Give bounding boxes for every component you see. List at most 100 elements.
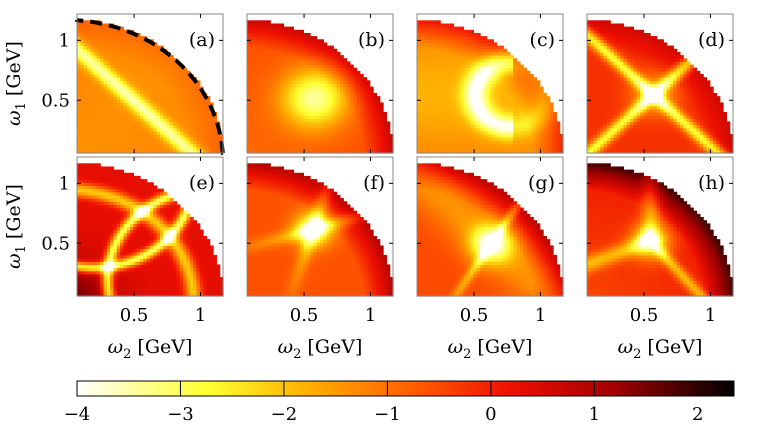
heatmap-cell [86,92,91,97]
heatmap-cell [83,23,88,28]
heatmap-cell [417,127,421,132]
heatmap-cell [303,83,308,88]
heatmap-cell [153,137,158,141]
heatmap-cell [373,146,378,151]
heatmap-cell [516,108,521,113]
heatmap-cell [513,70,518,75]
heatmap-cell [490,48,494,53]
heatmap-cell [320,143,324,148]
heatmap-cell [483,127,488,132]
heatmap-cell [146,64,151,69]
heatmap-cell [253,115,258,119]
heatmap-cell [100,140,105,145]
heatmap-cell [329,83,334,88]
heatmap-cell [110,115,115,119]
heatmap-cell [306,140,311,145]
heatmap-cell [153,83,158,88]
heatmap-cell [93,70,98,75]
heatmap-cell [473,89,478,94]
heatmap-cell [440,55,445,59]
heatmap-cell [276,96,281,100]
heatmap-cell [356,102,361,107]
heatmap-cell [349,70,354,75]
heatmap-cell [490,67,494,72]
heatmap-cell [260,102,265,107]
heatmap-cell [356,149,361,154]
heatmap-cell [106,89,111,94]
heatmap-cell [496,61,501,66]
heatmap-cell [133,67,138,72]
heatmap-cell [379,118,384,123]
heatmap-cell [123,83,128,88]
heatmap-cell [123,55,128,59]
heatmap-cell [506,83,511,88]
heatmap-cell [463,140,468,145]
heatmap-cell [143,48,148,53]
heatmap-cell [443,74,448,78]
heatmap-cell [247,29,251,34]
heatmap-cell [303,39,308,44]
heatmap-cell [433,140,438,145]
heatmap-cell [103,32,108,37]
heatmap-cell [436,121,441,126]
heatmap-cell [303,77,308,81]
heatmap-cell [346,118,351,123]
heatmap-cell [343,83,348,88]
heatmap-cell [450,61,455,66]
heatmap-cell [106,74,111,78]
heatmap-cell [443,105,448,110]
heatmap-cell [80,111,85,116]
heatmap-cell [339,74,344,78]
heatmap-cell [86,121,91,126]
heatmap-cell [159,58,164,62]
heatmap-cell [373,115,378,119]
heatmap-cell [179,137,184,141]
heatmap-cell [300,89,305,94]
heatmap-cell [440,149,445,154]
heatmap-cell [250,130,255,135]
heatmap-cell [100,58,105,62]
heatmap-cell [86,111,91,116]
heatmap-cell [363,92,368,97]
heatmap-cell [436,86,441,91]
heatmap-cell [189,99,194,104]
heatmap-cell [86,61,91,66]
heatmap-cell [450,121,455,126]
heatmap-cell [499,58,504,62]
heatmap-cell [430,137,435,141]
heatmap-cell [453,61,458,66]
heatmap-cell [323,89,328,94]
heatmap-cell [103,64,108,69]
heatmap-cell [103,74,108,78]
heatmap-cell [453,58,458,62]
heatmap-cell [90,36,95,40]
heatmap-cell [270,92,275,97]
heatmap-cell [420,32,425,37]
heatmap-cell [320,48,324,53]
heatmap-cell [359,134,364,138]
heatmap-cell [473,143,478,148]
heatmap-cell [270,108,275,113]
heatmap-cell [256,146,261,151]
heatmap-cell [420,39,425,44]
heatmap-cell [123,134,128,138]
heatmap-cell [366,86,371,91]
heatmap-cell [470,130,475,135]
heatmap-cell [193,121,198,126]
heatmap-cell [163,134,168,138]
heatmap-cell [509,83,514,88]
heatmap-cell [106,55,111,59]
heatmap-cell [470,29,475,34]
heatmap-cell [513,105,518,110]
heatmap-cell [486,48,491,53]
heatmap-cell [93,118,98,123]
heatmap-cell [353,130,358,135]
heatmap-cell [316,45,321,50]
heatmap-cell [113,51,118,56]
heatmap-cell [163,102,168,107]
heatmap-cell [313,64,318,69]
heatmap-cell [183,99,188,104]
heatmap-cell [159,111,164,116]
heatmap-cell [333,115,338,119]
heatmap-cell [96,111,101,116]
